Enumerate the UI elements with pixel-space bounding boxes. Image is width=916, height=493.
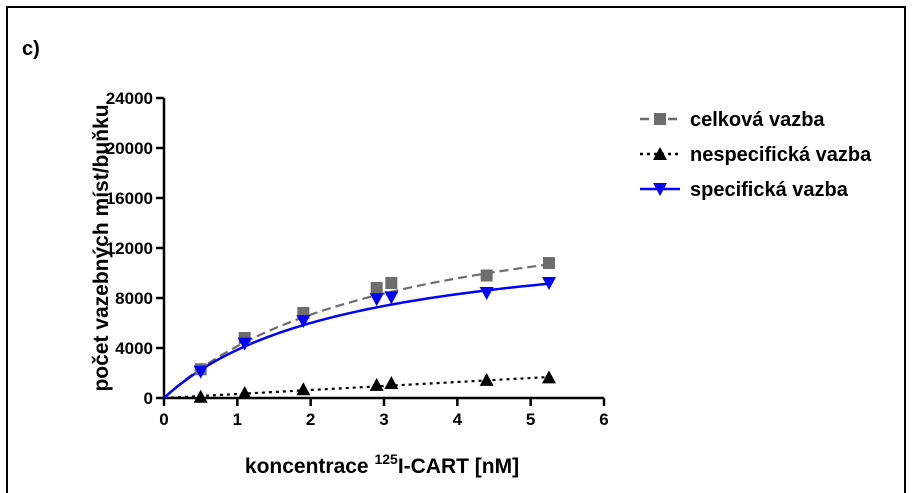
- x-tick-label: 2: [306, 410, 315, 429]
- data-point-series-1: [369, 377, 384, 391]
- x-tick-label: 4: [453, 410, 463, 429]
- legend: celková vazba nespecifická vazba specifick…: [640, 109, 872, 201]
- data-point-series-1: [193, 389, 208, 403]
- data-point-series-1: [479, 372, 494, 386]
- y-tick-label: 16000: [106, 189, 153, 208]
- data-point-series-2: [384, 291, 399, 305]
- x-tick-label: 5: [526, 410, 535, 429]
- data-point-series-0: [370, 282, 383, 294]
- axes: 0 1 2 3 4 5 6 0 4000 8000 12000 16000 20000 24000: [106, 89, 609, 429]
- data-point-series-1: [542, 370, 556, 384]
- data-point-series-0: [480, 269, 493, 282]
- fit-curves: [163, 263, 550, 400]
- legend-marker-series-1: [653, 147, 667, 160]
- x-axis-title-superscript: 125: [374, 451, 398, 467]
- x-axis-title-prefix: koncentrace: [245, 455, 375, 478]
- legend-label-series-2: specifická vazba: [690, 179, 849, 201]
- x-tick-label: 3: [379, 410, 388, 429]
- y-tick-label: 24000: [106, 89, 153, 108]
- legend-marker-series-2: [653, 183, 667, 196]
- panel-label: c): [22, 38, 40, 60]
- x-axis-title-suffix: I-CART [nM]: [398, 455, 519, 478]
- fit-curve-series-1: [163, 375, 550, 400]
- data-point-series-1: [296, 382, 311, 396]
- data-point-series-2: [542, 277, 556, 290]
- fit-curve-series-0: [163, 263, 550, 399]
- data-point-series-2: [193, 365, 208, 379]
- data-point-series-1: [237, 386, 252, 399]
- legend-label-series-0: celková vazba: [690, 109, 825, 131]
- y-tick-label: 8000: [115, 289, 153, 308]
- legend-marker-series-0: [654, 113, 666, 125]
- y-tick-label: 12000: [106, 239, 153, 258]
- data-point-series-0: [543, 257, 555, 269]
- x-tick-label: 1: [233, 410, 242, 429]
- legend-label-series-1: nespecifická vazba: [690, 144, 872, 166]
- y-tick-label: 0: [144, 389, 153, 408]
- data-point-series-2: [369, 293, 384, 307]
- data-point-series-2: [237, 337, 252, 351]
- data-point-series-2: [296, 315, 311, 329]
- data-point-series-1: [384, 376, 399, 389]
- figure-frame: [6, 6, 906, 493]
- data-point-series-2: [479, 287, 494, 300]
- x-tick-label: 6: [599, 410, 608, 429]
- x-axis-title: koncentrace 125I-CART [nM]: [245, 451, 519, 478]
- y-tick-label: 20000: [106, 139, 153, 158]
- x-tick-label: 0: [159, 410, 168, 429]
- y-axis-title: počet vazebných míst/buňku: [90, 104, 113, 391]
- data-point-series-0: [385, 277, 398, 289]
- data-points: [193, 257, 556, 403]
- y-tick-label: 4000: [115, 339, 153, 358]
